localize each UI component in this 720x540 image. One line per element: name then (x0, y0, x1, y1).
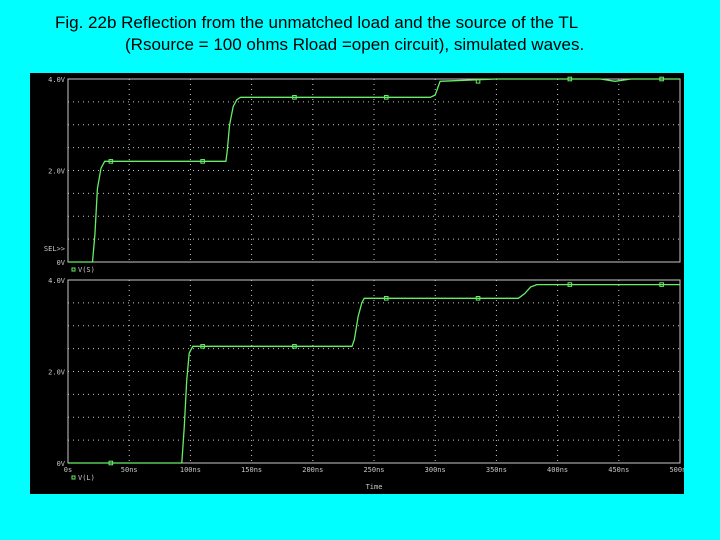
bottom-trace-marker (659, 282, 664, 287)
bottom-trace-marker (567, 282, 573, 287)
bottom-trace-marker (292, 344, 297, 349)
top-legend-label: V(S) (78, 266, 95, 274)
bottom-trace-marker (383, 296, 389, 301)
top-y-tick-label: 2.0V (48, 168, 66, 176)
top-y-tick-label: 4.0V (48, 76, 66, 84)
bottom-y-tick-label: 0V (57, 460, 66, 468)
bottom-x-tick-label: 250ns (363, 466, 384, 474)
top-trace-marker (659, 76, 664, 82)
bottom-x-tick-label: 300ns (425, 466, 446, 474)
top-trace-line (68, 78, 680, 263)
bottom-x-tick-label: 150ns (241, 466, 262, 474)
bottom-x-tick-label: 350ns (486, 466, 507, 474)
top-trace-marker (383, 95, 389, 100)
top-legend-marker (71, 267, 76, 272)
top-trace-marker (292, 95, 297, 100)
bottom-trace-marker (200, 344, 205, 349)
oscilloscope-plot: 4.0V 2.0V 0V 4.0V 2.0V 0V SEL>> V(S) 0s 50ns 100ns… (30, 73, 684, 494)
bottom-x-tick-label: 50ns (121, 466, 138, 474)
bottom-x-tick-label: 500ns (669, 466, 684, 474)
caption-line-1: Fig. 22b Reflection from the unmatched l… (55, 13, 579, 32)
bottom-y-tick-label: 2.0V (48, 369, 66, 377)
bottom-x-tick-label: 450ns (608, 466, 629, 474)
sel-label: SEL>> (44, 245, 65, 253)
top-trace-marker (108, 159, 114, 164)
top-trace-marker (200, 159, 205, 164)
bottom-x-tick-label: 200ns (302, 466, 323, 474)
bottom-x-tick-label: 100ns (180, 466, 201, 474)
bottom-x-tick-label: 400ns (547, 466, 568, 474)
x-axis-title: Time (366, 483, 383, 491)
bottom-x-tick-label: 0s (64, 466, 72, 474)
plot-svg: 4.0V 2.0V 0V 4.0V 2.0V 0V SEL>> V(S) 0s 50ns 100ns… (44, 76, 684, 491)
bottom-y-tick-label: 4.0V (48, 277, 66, 285)
top-y-tick-label: 0V (57, 259, 66, 267)
figure-caption: Fig. 22b Reflection from the unmatched l… (0, 12, 720, 56)
bottom-legend-label: V(L) (78, 474, 95, 482)
bottom-trace-marker (475, 296, 481, 301)
top-trace-marker (567, 76, 573, 82)
bottom-legend-marker (71, 475, 76, 480)
bottom-trace-marker (108, 460, 114, 466)
caption-line-2: (Rsource = 100 ohms Rload =open circuit)… (125, 35, 585, 54)
top-trace-marker (475, 78, 481, 84)
bottom-trace-line (68, 283, 680, 464)
